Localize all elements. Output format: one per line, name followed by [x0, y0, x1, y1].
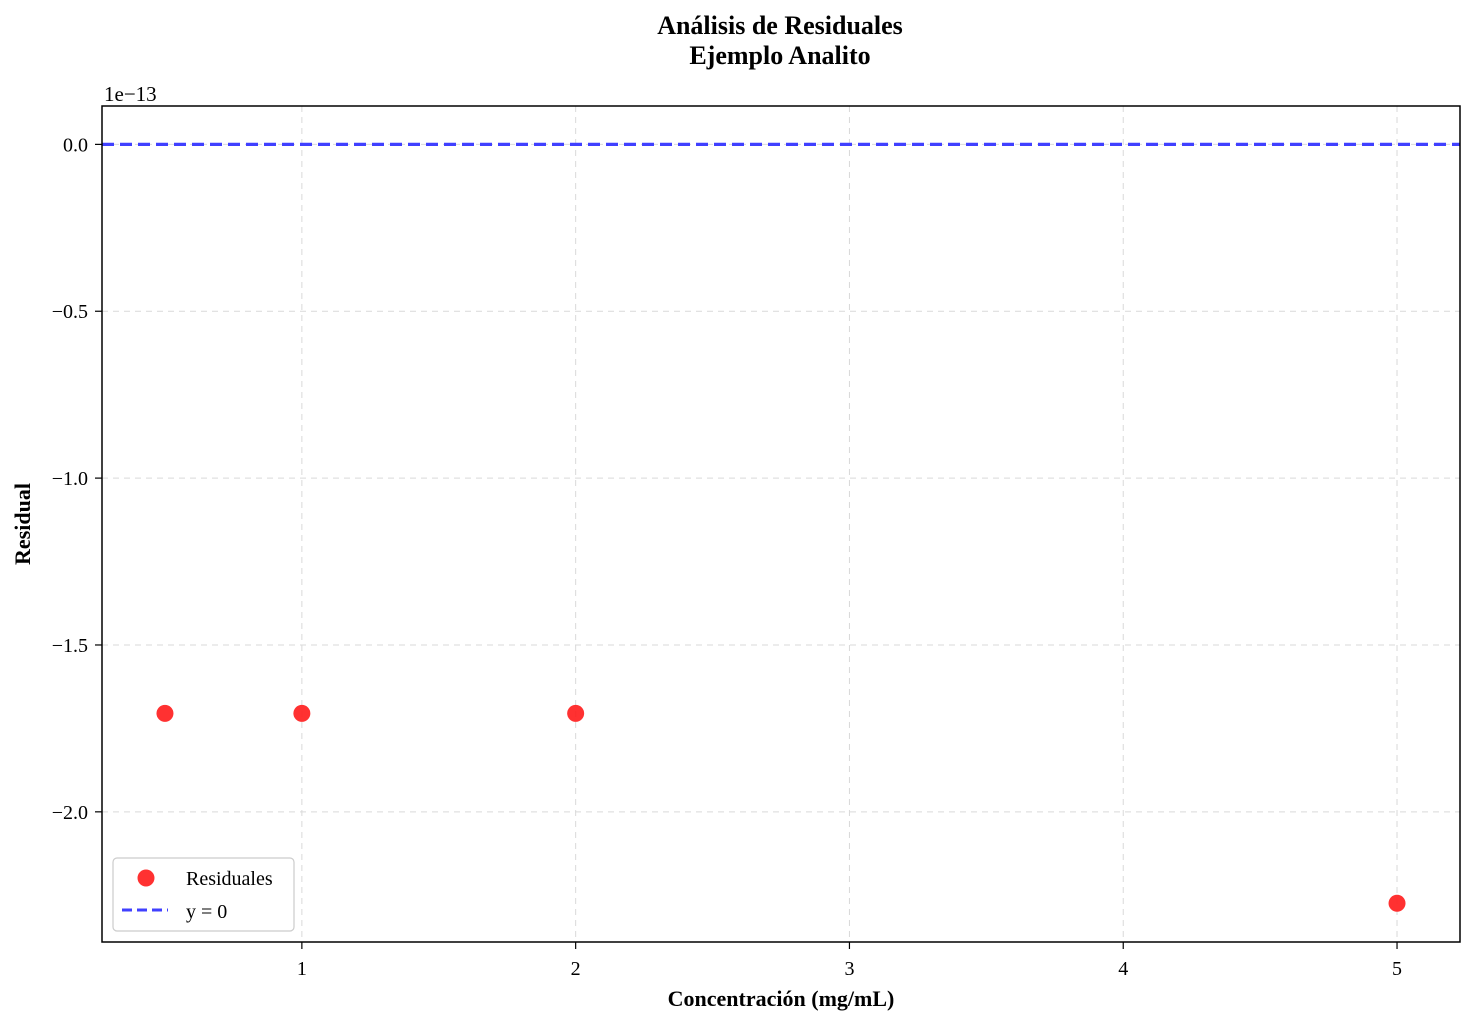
- scatter-point: [567, 704, 585, 722]
- x-tick-label: 2: [571, 958, 581, 980]
- y-tick-label: −2.0: [52, 802, 88, 824]
- x-axis-label: Concentración (mg/mL): [668, 986, 895, 1011]
- y-tick-label: −1.0: [52, 468, 88, 490]
- x-tick-label: 5: [1392, 958, 1402, 980]
- scatter-point: [293, 704, 311, 722]
- scatter-points: [156, 704, 1406, 912]
- legend-scatter-marker: [137, 869, 155, 887]
- x-tick-label: 1: [297, 958, 307, 980]
- plot-frame: [101, 105, 1461, 943]
- x-tick-label: 3: [844, 958, 854, 980]
- x-tick-label: 4: [1118, 958, 1128, 980]
- y-axis-label: Residual: [10, 483, 35, 565]
- y-tick-label: 0.0: [63, 134, 88, 156]
- grid: [102, 106, 1460, 942]
- scatter-point: [156, 704, 174, 722]
- legend-entry-y-zero: y = 0: [186, 901, 227, 923]
- x-axis-ticks: 1 2 3 4 5: [297, 942, 1402, 980]
- scatter-point: [1388, 894, 1406, 912]
- y-tick-label: −1.5: [52, 635, 88, 657]
- y-axis-ticks: 0.0 −0.5 −1.0 −1.5 −2.0: [52, 134, 102, 824]
- legend-entry-residuales: Residuales: [186, 868, 273, 890]
- chart-title-line2: Ejemplo Analito: [689, 41, 870, 70]
- chart-title-line1: Análisis de Residuales: [657, 11, 903, 40]
- legend: Residuales y = 0: [112, 857, 295, 932]
- legend-box: [112, 857, 295, 932]
- y-offset-label: 1e−13: [104, 82, 157, 106]
- y-tick-label: −0.5: [52, 301, 88, 323]
